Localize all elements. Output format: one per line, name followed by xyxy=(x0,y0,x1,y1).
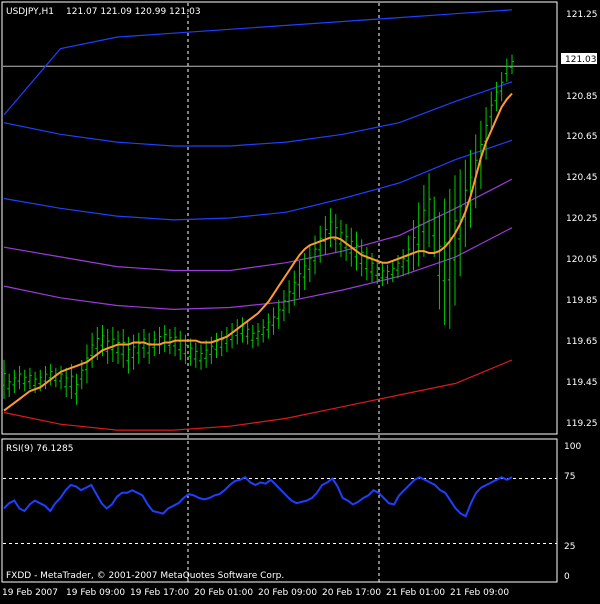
rsi-tick-label: 100 xyxy=(564,442,581,452)
price-tick-label: 119.45 xyxy=(566,378,598,388)
envelope-red-line xyxy=(3,359,513,431)
price-tick-label: 119.25 xyxy=(566,419,598,429)
moving-average-line xyxy=(3,92,513,412)
rsi-title: RSI(9) 76.1285 xyxy=(6,444,73,454)
price-tick-label: 120.05 xyxy=(566,255,598,265)
price-tick-label: 119.65 xyxy=(566,337,598,347)
rsi-tick-label: 25 xyxy=(564,542,575,552)
price-plot-area xyxy=(2,3,557,582)
time-axis[interactable]: 19 Feb 2007 19 Feb 09:00 19 Feb 17:00 20… xyxy=(2,588,509,598)
rsi-tick-label: 0 xyxy=(564,572,570,582)
price-tick-label: 120.85 xyxy=(566,92,598,102)
symbol-label: USDJPY,H1 xyxy=(6,7,54,17)
price-tick-label: 119.85 xyxy=(566,296,598,306)
price-tick-label: 120.65 xyxy=(566,132,598,142)
copyright-text: FXDD - MetaTrader, © 2001-2007 MetaQuote… xyxy=(6,571,284,581)
main-price-panel[interactable] xyxy=(1,1,558,435)
time-tick-label: 21 Feb 01:00 xyxy=(386,588,445,598)
price-scale[interactable]: 121.25 120.85 120.65 120.45 120.25 120.0… xyxy=(566,10,598,429)
envelope-blue-upper-line xyxy=(3,9,513,116)
envelope-blue-middle-line xyxy=(3,81,513,147)
rsi-line xyxy=(3,475,513,518)
ohlc-label: 121.07 121.09 120.99 121.03 xyxy=(66,7,201,17)
envelope-purple-lower-line xyxy=(3,227,513,311)
time-tick-label: 21 Feb 09:00 xyxy=(450,588,509,598)
time-tick-label: 19 Feb 2007 xyxy=(2,588,58,598)
price-tick-label: 120.25 xyxy=(566,214,598,224)
time-tick-label: 19 Feb 09:00 xyxy=(66,588,125,598)
time-tick-label: 19 Feb 17:00 xyxy=(130,588,189,598)
envelope-purple-upper-line xyxy=(3,178,513,272)
time-tick-label: 20 Feb 01:00 xyxy=(194,588,253,598)
rsi-panel[interactable] xyxy=(1,438,558,583)
price-tick-label: 120.45 xyxy=(566,173,598,183)
current-price-marker xyxy=(561,53,597,64)
time-tick-label: 20 Feb 17:00 xyxy=(322,588,381,598)
envelope-blue-lower-line xyxy=(3,139,513,221)
price-tick-label: 121.25 xyxy=(566,10,598,20)
rsi-tick-label: 75 xyxy=(564,472,575,482)
time-tick-label: 20 Feb 09:00 xyxy=(258,588,317,598)
rsi-plot-area xyxy=(3,475,557,544)
current-price-label: 121.03 xyxy=(565,55,597,65)
